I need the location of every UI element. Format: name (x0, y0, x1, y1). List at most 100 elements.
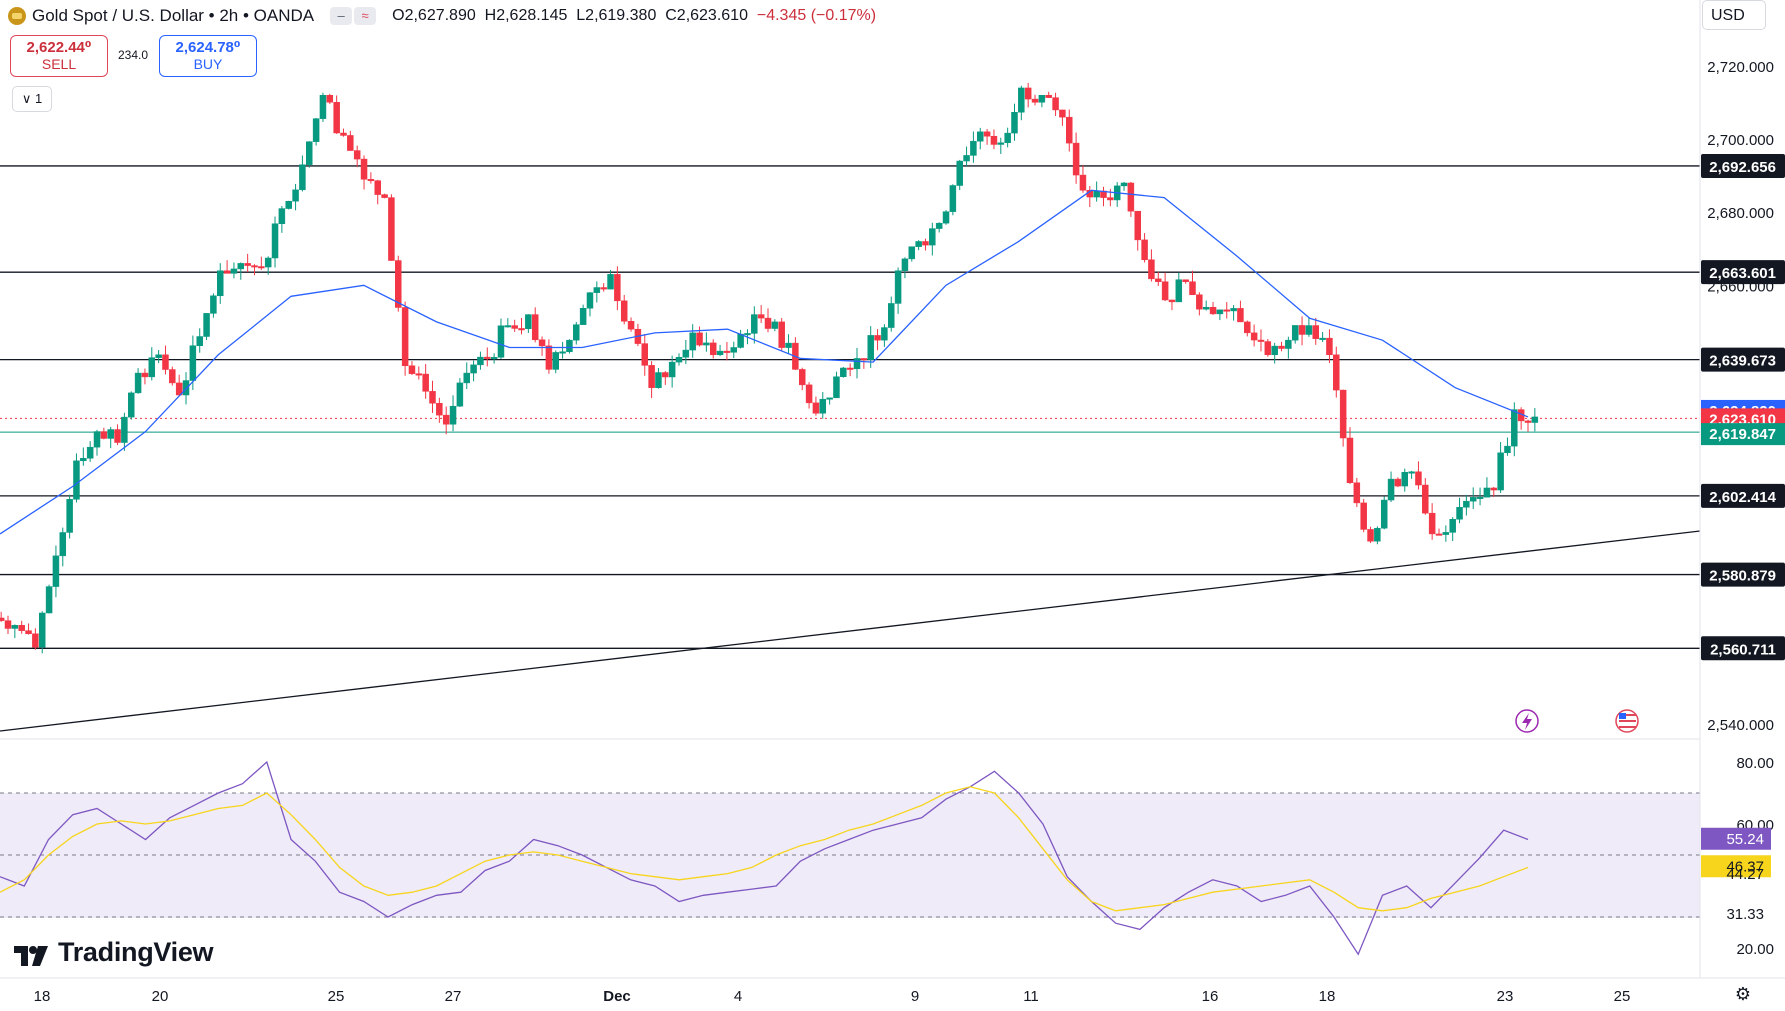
candle[interactable] (66, 499, 73, 533)
candle[interactable] (25, 630, 32, 635)
candle[interactable] (1435, 533, 1443, 536)
candle[interactable] (696, 332, 703, 346)
candle[interactable] (1148, 259, 1155, 280)
candle[interactable] (1134, 210, 1141, 241)
candle[interactable] (182, 380, 190, 396)
candle[interactable] (1511, 409, 1518, 447)
candle[interactable] (237, 263, 245, 270)
candle[interactable] (1408, 471, 1415, 474)
candle[interactable] (1483, 487, 1491, 498)
candle[interactable] (545, 345, 553, 370)
candle[interactable] (573, 324, 580, 341)
candle[interactable] (929, 228, 936, 246)
candle[interactable] (887, 303, 895, 328)
candle[interactable] (347, 135, 354, 151)
candle[interactable] (141, 372, 149, 378)
candle[interactable] (1182, 279, 1189, 282)
candle[interactable] (1285, 339, 1292, 349)
candle[interactable] (1346, 437, 1354, 483)
candle[interactable] (340, 132, 347, 136)
candle[interactable] (1333, 354, 1340, 391)
candle[interactable] (306, 141, 313, 165)
symbol-title[interactable]: Gold Spot / U.S. Dollar • 2h • OANDA (32, 6, 315, 25)
candle[interactable] (1250, 332, 1258, 341)
candle[interactable] (1127, 182, 1135, 212)
candle[interactable] (1271, 345, 1278, 356)
candle[interactable] (716, 350, 724, 356)
candle[interactable] (1339, 389, 1347, 439)
candle[interactable] (442, 414, 450, 425)
tradingview-logo[interactable]: TradingView (14, 937, 214, 968)
candle[interactable] (840, 367, 847, 377)
candle[interactable] (1387, 478, 1395, 501)
candle[interactable] (1018, 87, 1025, 113)
candle[interactable] (127, 392, 135, 418)
candle[interactable] (881, 327, 888, 341)
candle[interactable] (525, 314, 532, 329)
candle[interactable] (579, 308, 587, 325)
candle[interactable] (1278, 345, 1285, 349)
candle[interactable] (1161, 281, 1169, 301)
candle[interactable] (785, 342, 792, 348)
candle[interactable] (757, 314, 765, 319)
candle[interactable] (867, 335, 874, 360)
candle[interactable] (299, 164, 306, 191)
settings-icon[interactable]: ⚙ (1734, 984, 1752, 1004)
candle[interactable] (1449, 519, 1456, 533)
candle[interactable] (59, 532, 67, 557)
candle[interactable] (80, 458, 87, 462)
candle[interactable] (1415, 471, 1422, 486)
candle[interactable] (484, 356, 491, 359)
candle[interactable] (559, 351, 566, 354)
candle[interactable] (319, 94, 327, 119)
candle[interactable] (1052, 97, 1059, 111)
candle[interactable] (709, 342, 717, 356)
candle[interactable] (771, 321, 779, 329)
candle[interactable] (1107, 197, 1114, 201)
candle[interactable] (593, 287, 601, 293)
candle[interactable] (1223, 309, 1230, 312)
candle[interactable] (107, 429, 114, 439)
candle[interactable] (874, 335, 881, 341)
candle[interactable] (662, 372, 669, 378)
candle[interactable] (1504, 445, 1511, 454)
candle[interactable] (1319, 337, 1326, 340)
candle[interactable] (73, 460, 80, 500)
candle[interactable] (210, 295, 217, 314)
candle[interactable] (1155, 278, 1162, 282)
rsi-line[interactable] (0, 760, 1529, 956)
candle[interactable] (805, 384, 813, 404)
candle[interactable] (963, 155, 970, 162)
candle[interactable] (38, 612, 46, 648)
candle[interactable] (32, 633, 39, 648)
candle[interactable] (367, 179, 375, 182)
candle[interactable] (751, 314, 758, 334)
candle[interactable] (1196, 294, 1203, 310)
candle[interactable] (477, 356, 484, 366)
candle[interactable] (333, 102, 340, 134)
candle[interactable] (1244, 321, 1251, 334)
candle[interactable] (258, 266, 265, 269)
candle[interactable] (415, 373, 423, 376)
candle[interactable] (682, 349, 690, 358)
candle[interactable] (223, 270, 231, 274)
candle[interactable] (846, 367, 854, 370)
candle[interactable] (1380, 499, 1388, 529)
candle[interactable] (730, 347, 738, 353)
candle[interactable] (1031, 98, 1039, 103)
candle[interactable] (894, 270, 902, 304)
candle[interactable] (723, 350, 731, 353)
candle[interactable] (0, 617, 5, 621)
candle[interactable] (744, 333, 751, 336)
candle[interactable] (374, 180, 381, 195)
candle[interactable] (203, 313, 210, 337)
candle[interactable] (518, 328, 525, 331)
candle[interactable] (737, 333, 744, 348)
candle[interactable] (230, 268, 238, 274)
candle[interactable] (1401, 471, 1409, 487)
candle[interactable] (1531, 416, 1539, 423)
candle[interactable] (497, 325, 505, 358)
candle[interactable] (244, 263, 251, 266)
candle[interactable] (648, 365, 655, 388)
candle[interactable] (1374, 527, 1381, 542)
